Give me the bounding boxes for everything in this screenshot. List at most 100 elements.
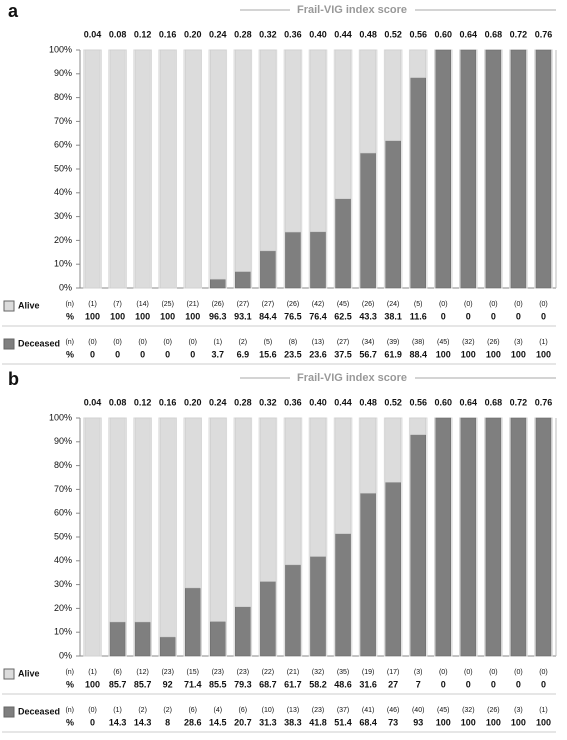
count-label: (4) — [214, 707, 223, 714]
percent-label: 8 — [165, 717, 170, 727]
x-category-label: 0.48 — [359, 397, 377, 407]
count-label: (17) — [387, 669, 399, 676]
count-label: (10) — [262, 707, 274, 714]
bar-segment — [485, 49, 502, 289]
legend-label: Deceased — [18, 338, 60, 348]
bar-segment — [184, 417, 201, 589]
bar-segment — [460, 49, 477, 289]
percent-label: 96.3 — [209, 311, 227, 321]
bar-segment — [435, 417, 452, 657]
count-label: (45) — [437, 707, 449, 714]
bar-segment — [410, 434, 426, 657]
bar-segment — [210, 278, 226, 289]
bar-segment — [385, 49, 401, 141]
y-tick-label: 20% — [54, 603, 72, 613]
percent-label: 76.5 — [284, 311, 302, 321]
percent-label: 100 — [536, 349, 551, 359]
count-label: (45) — [437, 339, 449, 346]
x-category-label: 0.16 — [159, 397, 177, 407]
count-label: (3) — [414, 669, 423, 676]
x-category-label: 0.56 — [409, 29, 427, 39]
y-tick-label: 100% — [49, 44, 72, 54]
bar-segment — [285, 231, 301, 289]
percent-label: 6.9 — [237, 349, 250, 359]
count-label: (32) — [462, 707, 474, 714]
x-category-label: 0.48 — [359, 29, 377, 39]
count-header: (n) — [65, 301, 74, 308]
bar-segment — [335, 49, 351, 199]
bar-segment — [285, 417, 301, 566]
percent-label: 20.7 — [234, 717, 252, 727]
percent-label: 0 — [491, 311, 496, 321]
count-label: (23) — [161, 669, 173, 676]
count-label: (38) — [412, 339, 424, 346]
x-category-label: 0.08 — [109, 29, 127, 39]
percent-label: 62.5 — [334, 311, 352, 321]
bar-segment — [310, 231, 326, 289]
percent-header: % — [66, 717, 74, 727]
percent-label: 38.3 — [284, 717, 302, 727]
count-label: (1) — [113, 707, 122, 714]
count-label: (41) — [362, 707, 374, 714]
y-tick-label: 80% — [54, 92, 72, 102]
bar-segment — [335, 417, 351, 534]
x-category-label: 0.52 — [384, 29, 402, 39]
y-tick-label: 90% — [54, 436, 72, 446]
percent-label: 100 — [135, 311, 150, 321]
percent-label: 15.6 — [259, 349, 277, 359]
x-category-label: 0.08 — [109, 397, 127, 407]
percent-label: 0 — [466, 311, 471, 321]
count-label: (42) — [312, 301, 324, 308]
count-label: (0) — [514, 301, 523, 308]
y-tick-label: 0% — [59, 282, 72, 292]
percent-label: 93.1 — [234, 311, 252, 321]
bar-segment — [410, 77, 426, 289]
bar-segment — [335, 533, 351, 657]
y-tick-label: 10% — [54, 259, 72, 269]
percent-label: 100 — [185, 311, 200, 321]
panel-label: b — [8, 369, 19, 389]
y-tick-label: 50% — [54, 163, 72, 173]
bar-segment — [310, 417, 326, 557]
bar-segment — [310, 556, 326, 657]
percent-label: 100 — [436, 349, 451, 359]
percent-label: 68.4 — [359, 717, 377, 727]
bar-segment — [210, 417, 226, 622]
count-label: (2) — [239, 339, 248, 346]
percent-label: 51.4 — [334, 717, 352, 727]
percent-header: % — [66, 679, 74, 689]
percent-label: 0 — [516, 679, 521, 689]
x-category-label: 0.04 — [84, 397, 102, 407]
count-label: (8) — [289, 339, 298, 346]
count-label: (2) — [163, 707, 172, 714]
x-category-label: 0.20 — [184, 397, 202, 407]
x-category-label: 0.12 — [134, 29, 152, 39]
count-label: (0) — [464, 669, 473, 676]
percent-label: 27 — [388, 679, 398, 689]
bar-segment — [460, 417, 477, 657]
count-label: (0) — [138, 339, 147, 346]
chart-title: Frail-VIG index score — [297, 372, 407, 384]
percent-label: 43.3 — [359, 311, 377, 321]
percent-label: 23.5 — [284, 349, 302, 359]
count-label: (0) — [489, 301, 498, 308]
x-category-label: 0.68 — [485, 29, 503, 39]
percent-label: 0 — [90, 349, 95, 359]
legend-label: Alive — [18, 300, 40, 310]
percent-label: 93 — [413, 717, 423, 727]
bar-segment — [435, 49, 452, 289]
count-label: (46) — [387, 707, 399, 714]
count-label: (0) — [88, 339, 97, 346]
percent-label: 100 — [486, 349, 501, 359]
percent-label: 37.5 — [334, 349, 352, 359]
count-label: (23) — [212, 669, 224, 676]
y-tick-label: 100% — [49, 412, 72, 422]
bar-segment — [535, 417, 552, 657]
chart-title: Frail-VIG index score — [297, 4, 407, 16]
count-label: (1) — [88, 669, 97, 676]
count-label: (6) — [188, 707, 197, 714]
percent-label: 31.3 — [259, 717, 277, 727]
bar-segment — [260, 581, 276, 657]
count-label: (1) — [214, 339, 223, 346]
